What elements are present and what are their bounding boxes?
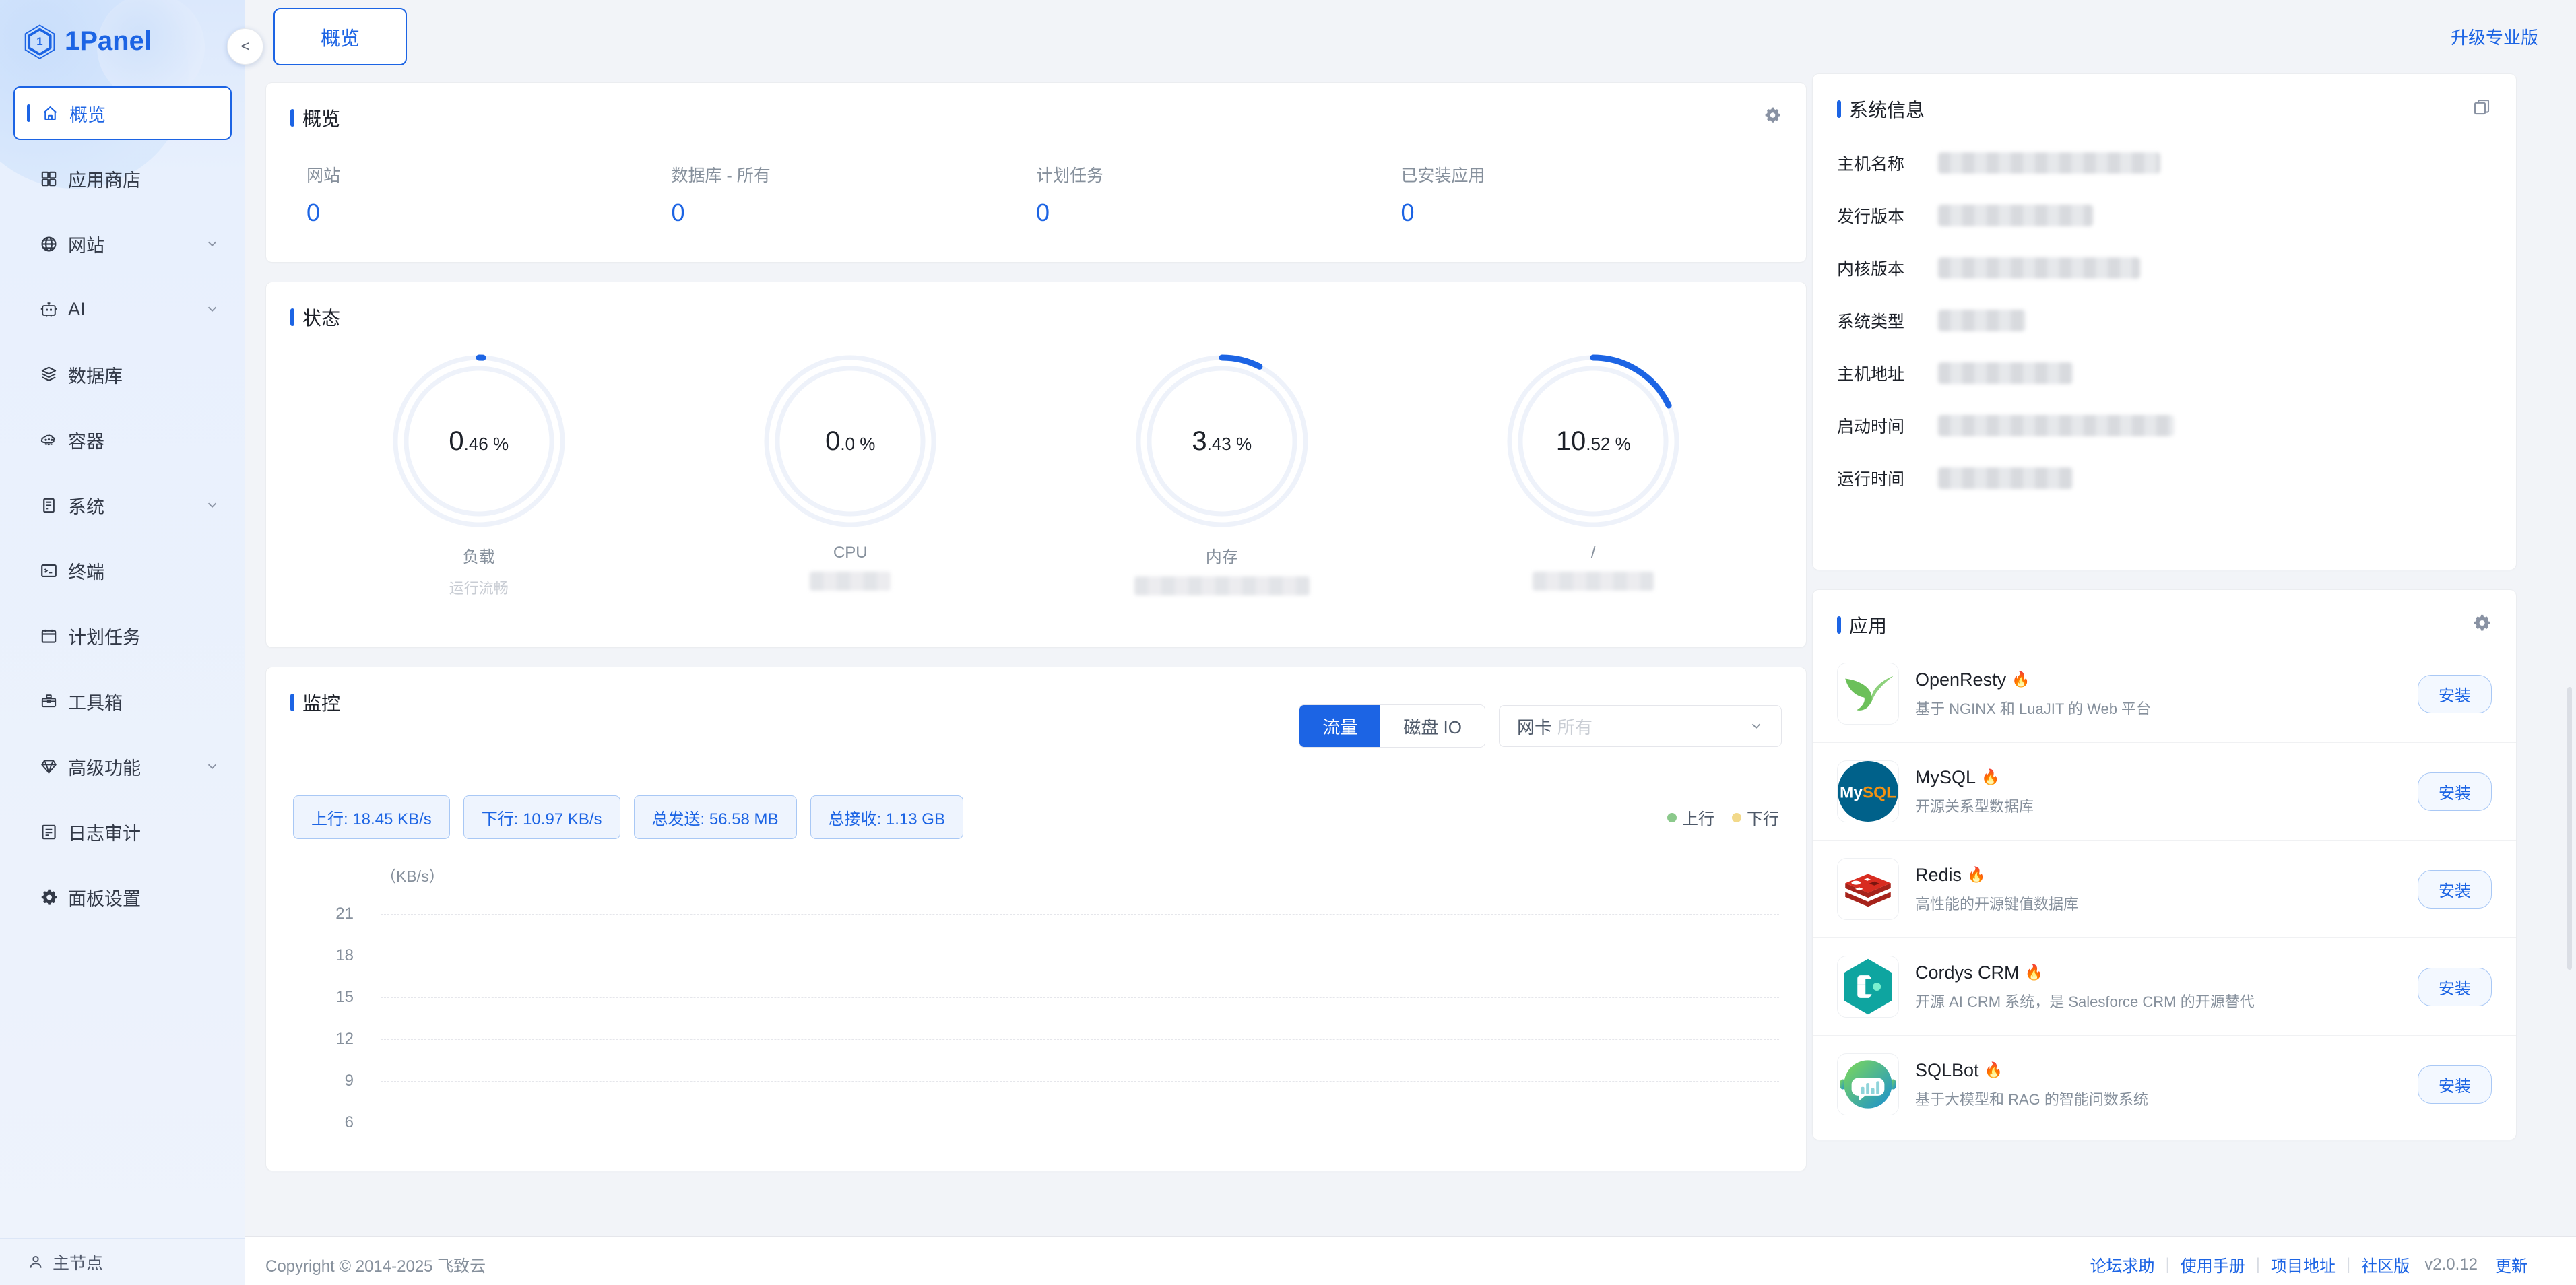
svg-text:MySQL: MySQL <box>1840 783 1896 801</box>
svg-text:1: 1 <box>36 35 42 48</box>
